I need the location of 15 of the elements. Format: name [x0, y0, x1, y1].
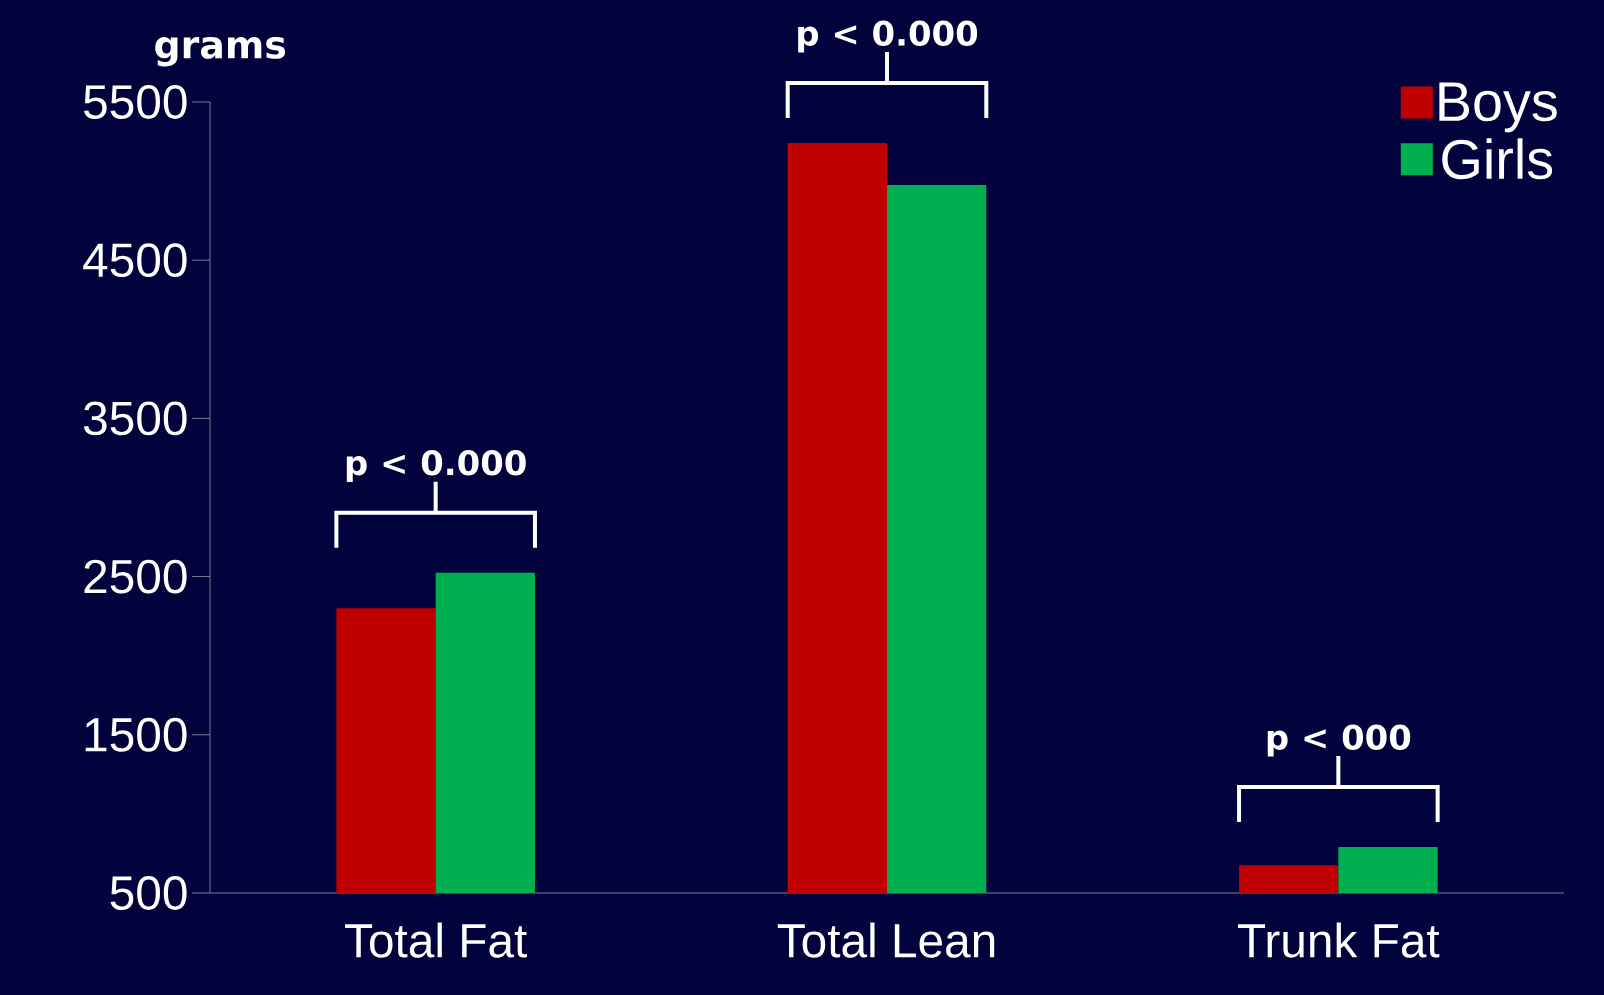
x-tick-label: Trunk Fat [1238, 922, 1440, 958]
annotation: p < 0.000 [346, 449, 526, 483]
legend-label: Girls [1442, 138, 1553, 180]
y-tick-label: 1500 [85, 717, 187, 752]
y-tick-label: 2500 [84, 559, 187, 594]
y-tick-label: 5500 [84, 85, 187, 119]
y-tick-label: 3500 [83, 401, 187, 436]
legend-label: Boys [1439, 82, 1557, 133]
text: p < 0.000 [798, 20, 978, 53]
annotation: p < 000 [1267, 724, 1411, 757]
x-tick-label: Total Fat [345, 922, 527, 958]
y-tick-label: 500 [110, 876, 187, 910]
x-tick-label: Total Lean [777, 922, 995, 958]
y-axis-title: grams [155, 37, 286, 67]
y-tick-label: 4500 [83, 243, 187, 278]
